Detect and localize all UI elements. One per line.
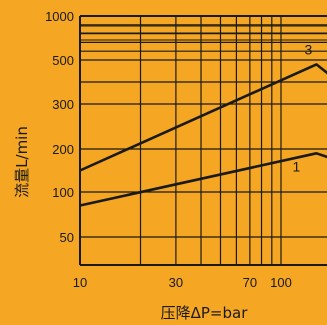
y-tick-label: 200 — [52, 142, 74, 157]
x-tick-label: 10 — [73, 275, 87, 290]
series-label-3: 3 — [304, 41, 312, 57]
y-tick-label: 50 — [60, 230, 74, 245]
y-tick-label: 1000 — [45, 9, 74, 24]
x-tick-label: 100 — [270, 275, 292, 290]
y-tick-label: 500 — [52, 53, 74, 68]
y-tick-label: 100 — [52, 185, 74, 200]
x-tick-label: 70 — [243, 275, 257, 290]
series-label-1: 1 — [292, 158, 300, 174]
x-tick-label: 30 — [169, 275, 183, 290]
y-tick-label: 300 — [52, 97, 74, 112]
x-axis-title: 压降ΔP=bar — [161, 304, 249, 322]
y-axis-title: 流量L/min — [13, 126, 31, 198]
